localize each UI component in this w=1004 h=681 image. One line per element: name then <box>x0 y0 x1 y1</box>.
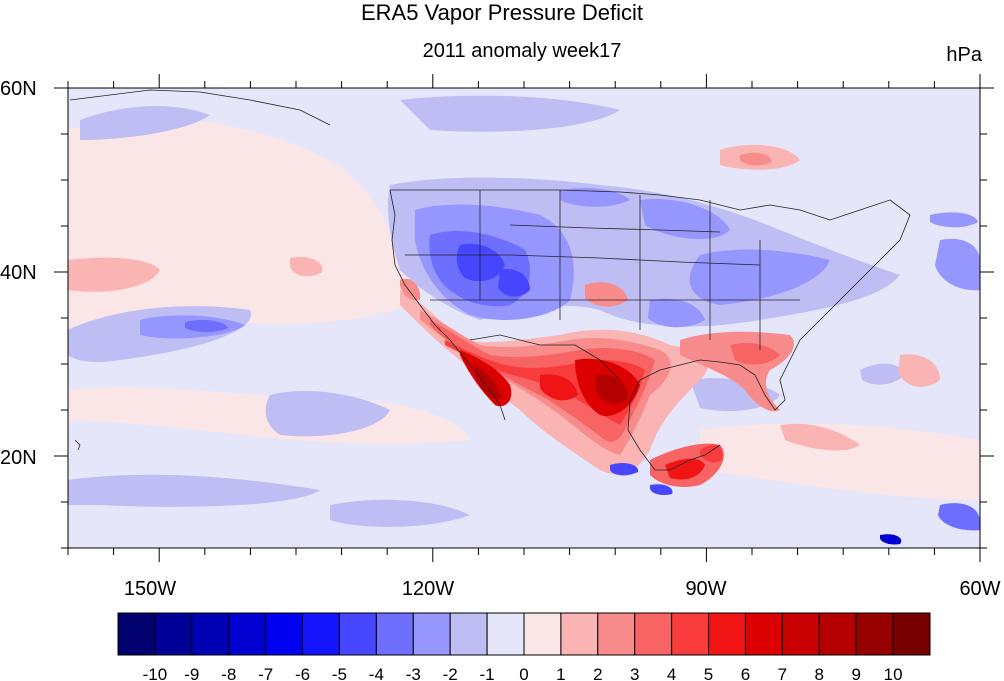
colorbar-label: 1 <box>556 665 565 681</box>
colorbar <box>117 612 931 656</box>
lat-label-20n: 20N <box>0 447 37 469</box>
colorbar-label: -9 <box>184 665 199 681</box>
colorbar-swatch <box>228 612 267 656</box>
colorbar-swatch <box>855 612 894 656</box>
lon-label-150w: 150W <box>124 578 176 600</box>
colorbar-swatch <box>634 612 673 656</box>
colorbar-swatch <box>523 612 562 656</box>
colorbar-swatch <box>781 612 820 656</box>
lon-label-60w: 60W <box>959 578 1000 600</box>
colorbar-label: 2 <box>593 665 602 681</box>
colorbar-swatch <box>818 612 857 656</box>
colorbar-label: -7 <box>258 665 273 681</box>
colorbar-swatch <box>671 612 710 656</box>
colorbar-label: 7 <box>778 665 787 681</box>
colorbar-label: -5 <box>332 665 347 681</box>
plot-title: ERA5 Vapor Pressure Deficit <box>360 0 644 25</box>
colorbar-swatch <box>117 612 156 656</box>
colorbar-labels: -10 -9 -8 -7 -6 -5 -4 -3 -2 -1 0 1 2 3 4 5 6 7 8 9 10 <box>143 665 903 681</box>
colorbar-swatch <box>412 612 451 656</box>
colorbar-swatch <box>302 612 340 656</box>
colorbar-label: 0 <box>519 665 528 681</box>
colorbar-label: 4 <box>667 665 676 681</box>
colorbar-label: 3 <box>630 665 639 681</box>
colorbar-label: -3 <box>406 665 421 681</box>
axis-ticks <box>54 74 994 562</box>
colorbar-swatch <box>375 612 414 656</box>
colorbar-label: -2 <box>443 665 458 681</box>
lon-label-90w: 90W <box>685 578 726 600</box>
units-label: hPa <box>946 44 982 66</box>
colorbar-swatch <box>191 612 230 656</box>
coastlines <box>69 89 911 471</box>
lat-label-40n: 40N <box>0 262 37 284</box>
colorbar-swatch <box>892 612 931 656</box>
colorbar-label: -1 <box>480 665 495 681</box>
colorbar-swatch <box>449 612 488 656</box>
colorbar-label: -6 <box>295 665 310 681</box>
colorbar-swatch <box>154 612 193 656</box>
colorbar-swatch <box>597 612 636 656</box>
colorbar-label: 9 <box>851 665 860 681</box>
colorbar-label: -4 <box>369 665 384 681</box>
colorbar-swatch <box>744 612 783 656</box>
colorbar-label: -10 <box>143 665 168 681</box>
colorbar-swatch <box>338 612 377 656</box>
colorbar-swatch <box>265 612 304 656</box>
colorbar-label: 6 <box>741 665 750 681</box>
colorbar-label: -8 <box>221 665 236 681</box>
lon-label-120w: 120W <box>402 578 454 600</box>
colorbar-swatch <box>708 612 746 656</box>
colorbar-label: 10 <box>884 665 903 681</box>
colorbar-label: 5 <box>704 665 713 681</box>
anomaly-field <box>68 88 980 548</box>
colorbar-swatch <box>486 612 525 656</box>
colorbar-label: 8 <box>815 665 824 681</box>
colorbar-swatch <box>560 612 599 656</box>
lat-label-60n: 60N <box>0 78 37 100</box>
plot-subtitle: 2011 anomaly week17 <box>422 40 622 62</box>
